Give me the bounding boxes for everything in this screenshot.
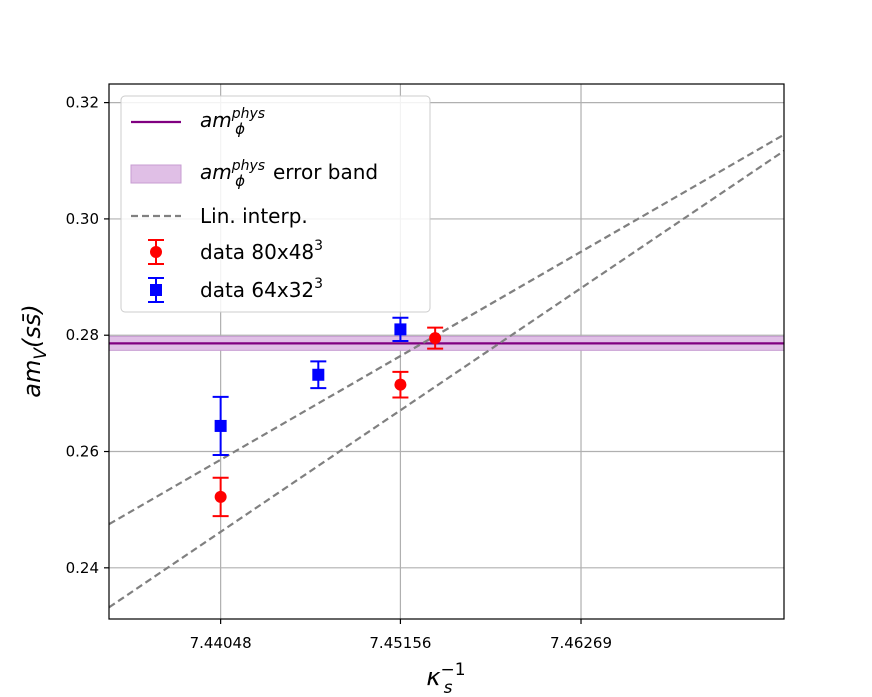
x-tick-label: 7.45156 bbox=[369, 634, 431, 652]
legend-swatch-series-1 bbox=[148, 239, 164, 265]
y-tick-label: 0.26 bbox=[66, 443, 99, 461]
axis-titles: κ−1 s amV(ss̄) bbox=[18, 304, 466, 697]
x-tick-label: 7.44048 bbox=[190, 634, 252, 652]
fit-lines bbox=[108, 133, 785, 609]
legend-label-reference: amphys ϕ bbox=[200, 106, 265, 138]
data-point-series-2 bbox=[212, 395, 229, 457]
legend: amphys ϕ amphys ϕ error band Lin. interp. data… bbox=[120, 95, 431, 313]
x-tick-label: 7.46269 bbox=[550, 634, 612, 652]
y-tick-label: 0.30 bbox=[66, 210, 99, 228]
legend-box bbox=[120, 95, 431, 313]
legend-label-fit: Lin. interp. bbox=[200, 204, 308, 228]
marker-square bbox=[394, 323, 407, 336]
data-point-series-1 bbox=[212, 476, 229, 518]
legend-label-band: amphys ϕ error band bbox=[200, 158, 378, 190]
y-axis-title: amV(ss̄) bbox=[18, 304, 51, 397]
fit-line-2 bbox=[108, 133, 785, 526]
marker-square bbox=[214, 419, 227, 432]
marker-circle bbox=[429, 332, 442, 345]
reference-error-band bbox=[108, 335, 785, 351]
fit-line-1 bbox=[108, 149, 785, 609]
y-tick-label: 0.24 bbox=[66, 559, 99, 577]
data-point-series-1 bbox=[427, 326, 444, 350]
y-tick-label: 0.32 bbox=[66, 94, 99, 112]
plot-frame bbox=[108, 83, 785, 620]
marker-circle bbox=[394, 378, 407, 391]
marker-square bbox=[312, 368, 325, 381]
x-axis-title: κ−1 s bbox=[426, 660, 465, 697]
marker-circle bbox=[214, 490, 227, 503]
axis-ticks: 7.44048 7.45156 7.46269 0.24 0.26 0.28 0.30 0.3… bbox=[66, 94, 612, 652]
legend-marker-square bbox=[150, 284, 162, 296]
legend-label-series-1: data 80x483 bbox=[200, 238, 323, 264]
legend-swatch-band bbox=[130, 164, 182, 184]
axes-frame bbox=[108, 83, 785, 620]
data-point-series-2 bbox=[392, 316, 409, 343]
legend-label-series-2: data 64x323 bbox=[200, 276, 323, 302]
y-tick-label: 0.28 bbox=[66, 326, 99, 344]
legend-marker-circle bbox=[150, 246, 162, 258]
data-point-series-2 bbox=[310, 360, 327, 390]
data-points bbox=[212, 316, 444, 518]
legend-swatch-series-2 bbox=[148, 277, 164, 303]
data-point-series-1 bbox=[392, 370, 409, 399]
